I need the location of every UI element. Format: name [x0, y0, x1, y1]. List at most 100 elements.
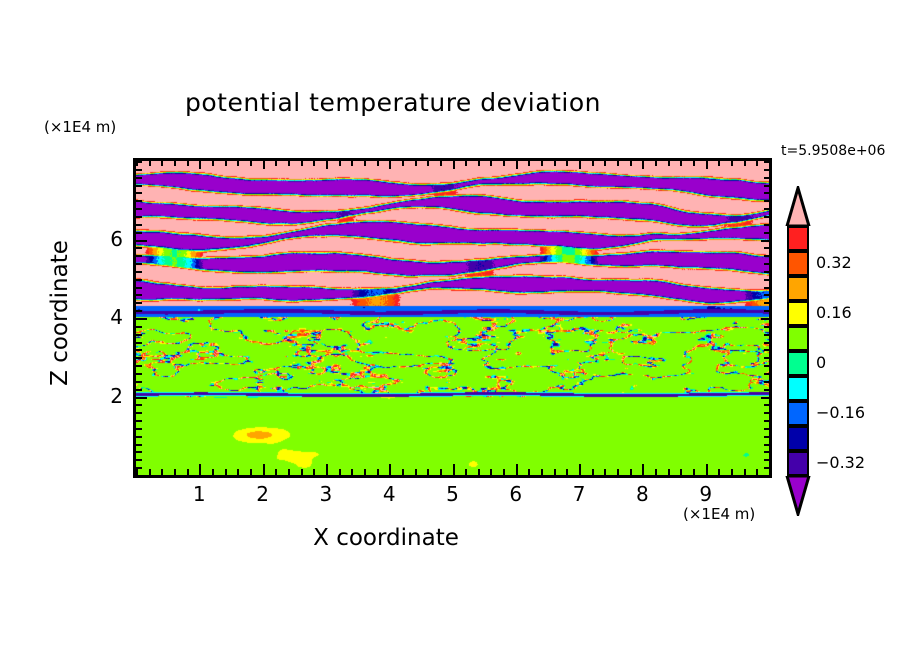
- y-minor-tick-right: [764, 231, 769, 234]
- x-minor-tick: [148, 469, 151, 475]
- y-minor-tick: [136, 208, 142, 211]
- y-minor-tick: [136, 451, 142, 454]
- x-minor-tick-top: [224, 161, 227, 166]
- x-minor-tick: [769, 469, 771, 475]
- x-minor-tick-top: [414, 161, 417, 166]
- colorbar-band: [787, 226, 809, 251]
- y-minor-tick: [136, 365, 142, 368]
- x-minor-tick-top: [173, 161, 176, 166]
- y-minor-tick-right: [764, 176, 769, 179]
- x-major-tick-top: [199, 161, 202, 169]
- y-minor-tick: [136, 302, 142, 305]
- x-minor-tick-top: [667, 161, 670, 166]
- y-minor-tick-right: [764, 247, 769, 250]
- x-minor-tick-top: [617, 161, 620, 166]
- x-minor-tick: [465, 469, 468, 475]
- y-minor-tick-right: [764, 161, 769, 163]
- y-minor-tick: [136, 223, 142, 226]
- y-tick-label: 4: [110, 305, 123, 329]
- x-minor-tick-top: [161, 161, 164, 166]
- x-major-tick-top: [325, 161, 328, 169]
- colorbar-tick-label: 0.32: [816, 252, 852, 272]
- y-major-tick-right: [761, 239, 769, 242]
- y-minor-tick: [136, 475, 142, 477]
- page-title: potential temperature deviation: [0, 88, 904, 117]
- x-minor-tick-top: [680, 161, 683, 166]
- x-minor-tick-top: [655, 161, 658, 166]
- contour-field: [136, 161, 769, 475]
- x-minor-tick: [655, 469, 658, 475]
- x-minor-tick-top: [477, 161, 480, 166]
- x-minor-tick-top: [553, 161, 556, 166]
- x-minor-tick: [566, 469, 569, 475]
- y-minor-tick: [136, 372, 142, 375]
- x-minor-tick: [591, 469, 594, 475]
- colorbar-band: [787, 401, 809, 426]
- colorbar-tick-label: −0.32: [816, 452, 866, 472]
- y-minor-tick-right: [764, 270, 769, 273]
- y-minor-tick-right: [764, 380, 769, 383]
- y-minor-tick-right: [764, 192, 769, 195]
- y-minor-tick: [136, 215, 142, 218]
- x-minor-tick-top: [211, 161, 214, 166]
- colorbar-band: [787, 301, 809, 326]
- x-minor-tick: [541, 469, 544, 475]
- x-minor-tick-top: [718, 161, 721, 166]
- y-minor-tick-right: [764, 263, 769, 266]
- y-minor-tick: [136, 380, 142, 383]
- x-major-tick-top: [452, 161, 455, 169]
- y-minor-tick-right: [764, 200, 769, 203]
- y-minor-tick: [136, 325, 142, 328]
- y-minor-tick: [136, 349, 142, 352]
- y-minor-tick: [136, 388, 142, 391]
- y-minor-tick: [136, 247, 142, 250]
- x-minor-tick-top: [401, 161, 404, 166]
- x-minor-tick-top: [629, 161, 632, 166]
- y-minor-tick-right: [764, 365, 769, 368]
- x-minor-tick: [680, 469, 683, 475]
- x-major-tick: [642, 464, 645, 475]
- x-minor-tick-top: [528, 161, 531, 166]
- x-minor-tick-top: [566, 161, 569, 166]
- x-minor-tick-top: [731, 161, 734, 166]
- colorbar-band: [787, 451, 809, 476]
- y-minor-tick: [136, 341, 142, 344]
- timestamp-label: t=5.9508e+06: [781, 143, 886, 159]
- colorbar-band: [787, 426, 809, 451]
- x-axis-unit-label: (×1E4 m): [683, 505, 756, 523]
- x-major-tick: [262, 464, 265, 475]
- y-minor-tick: [136, 184, 142, 187]
- y-minor-tick: [136, 333, 142, 336]
- y-axis-title: Z coordinate: [47, 240, 73, 386]
- y-minor-tick: [136, 427, 142, 430]
- x-major-tick: [515, 464, 518, 475]
- y-minor-tick-right: [764, 388, 769, 391]
- y-minor-tick-right: [764, 223, 769, 226]
- y-minor-tick: [136, 357, 142, 360]
- x-minor-tick: [401, 469, 404, 475]
- plot-title-text: potential temperature deviation: [185, 88, 601, 117]
- colorbar-band: [787, 376, 809, 401]
- colorbar: 0.32 0.16 0 −0.16 −0.32: [783, 182, 865, 520]
- y-minor-tick: [136, 192, 142, 195]
- x-minor-tick: [617, 469, 620, 475]
- x-minor-tick-top: [439, 161, 442, 166]
- x-minor-tick: [275, 469, 278, 475]
- y-minor-tick: [136, 231, 142, 234]
- x-minor-tick-top: [427, 161, 430, 166]
- x-major-tick-top: [579, 161, 582, 169]
- x-minor-tick: [338, 469, 341, 475]
- x-tick-label: 8: [636, 482, 649, 506]
- x-minor-tick: [211, 469, 214, 475]
- x-major-tick: [579, 464, 582, 475]
- x-minor-tick: [528, 469, 531, 475]
- y-minor-tick-right: [764, 255, 769, 258]
- colorbar-band: [787, 351, 809, 376]
- x-minor-tick: [756, 469, 759, 475]
- x-major-tick: [705, 464, 708, 475]
- x-minor-tick: [186, 469, 189, 475]
- y-minor-tick-right: [764, 294, 769, 297]
- x-minor-tick-top: [756, 161, 759, 166]
- y-minor-tick-right: [764, 451, 769, 454]
